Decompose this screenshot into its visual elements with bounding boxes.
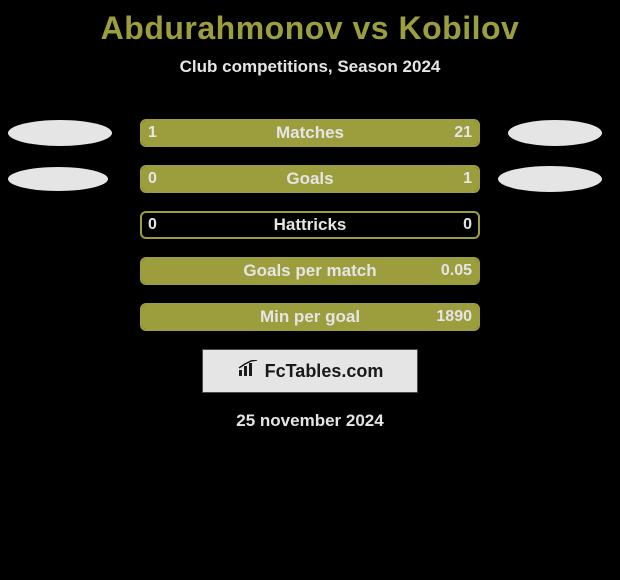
ellipse-icon (498, 166, 602, 192)
logo-box: FcTables.com (202, 349, 418, 393)
stat-row: Min per goal1890 (0, 303, 620, 331)
bar-chart-icon (237, 360, 259, 383)
bar-fill-right (140, 305, 478, 329)
subtitle: Club competitions, Season 2024 (0, 57, 620, 77)
bar-track (140, 257, 480, 285)
date-text: 25 november 2024 (0, 411, 620, 431)
bar-track (140, 119, 480, 147)
page-title: Abdurahmonov vs Kobilov (0, 10, 620, 47)
stat-row: Matches121 (0, 119, 620, 147)
logo-text: FcTables.com (265, 361, 384, 382)
bar-fill-right (153, 121, 478, 145)
comparison-infographic: Abdurahmonov vs Kobilov Club competition… (0, 0, 620, 580)
bar-track (140, 303, 480, 331)
stat-row: Goals per match0.05 (0, 257, 620, 285)
stat-row: Goals01 (0, 165, 620, 193)
ellipse-icon (8, 120, 112, 146)
bar-track (140, 165, 480, 193)
stat-row: Hattricks00 (0, 211, 620, 239)
stat-rows: Matches121 Goals01 Hattricks00 Goals per ma… (0, 119, 620, 331)
ellipse-icon (508, 120, 602, 146)
bar-fill-right (140, 167, 478, 191)
bar-fill-right (140, 259, 478, 283)
ellipse-icon (8, 167, 108, 191)
bar-track (140, 211, 480, 239)
